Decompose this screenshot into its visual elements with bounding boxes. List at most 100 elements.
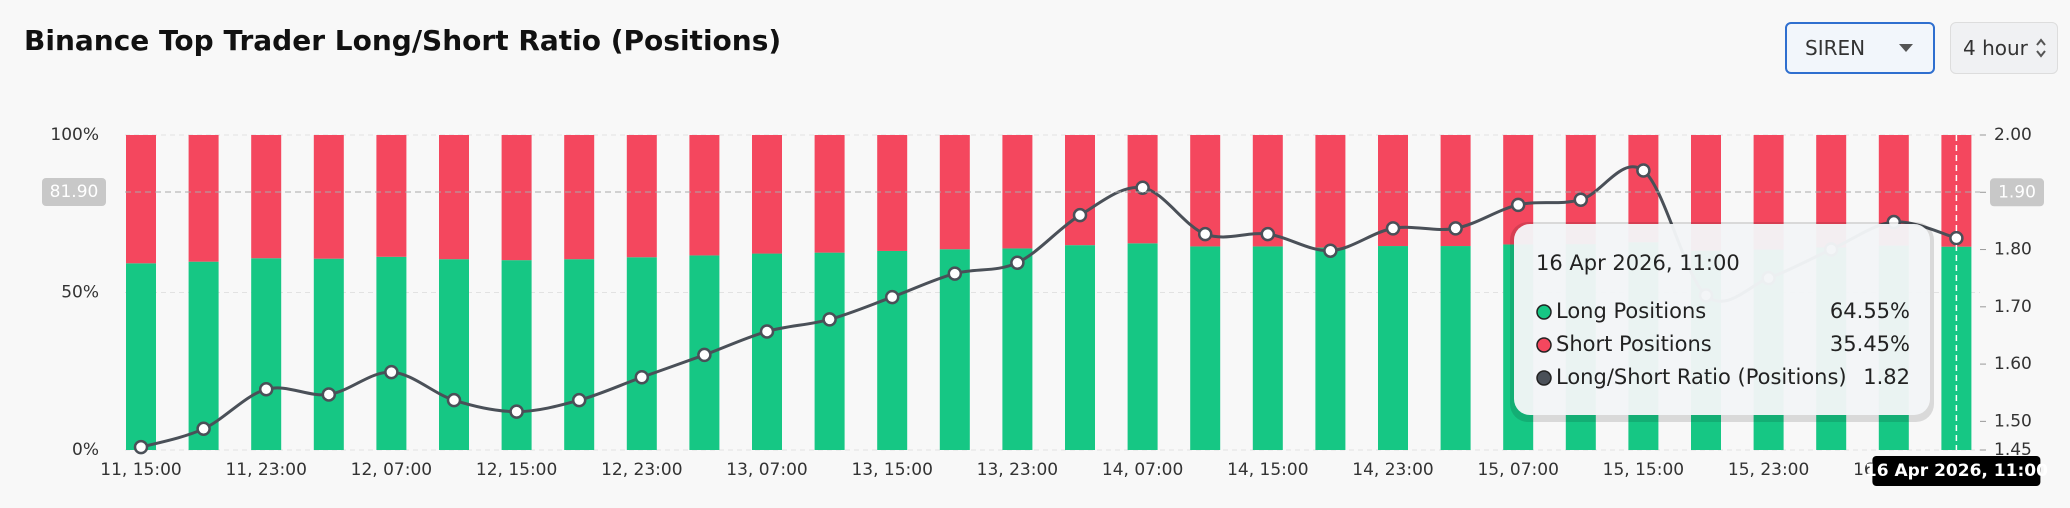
short-bar <box>1565 135 1596 245</box>
ratio-point <box>258 382 274 397</box>
long-bar <box>1628 242 1659 450</box>
ratio-point <box>384 364 399 380</box>
ratio-point <box>321 387 337 402</box>
x-tick-label: 12, 15:00 <box>476 460 557 480</box>
tooltip-value: 35.45% <box>1830 332 1910 356</box>
long-bar <box>501 260 532 450</box>
long-bar <box>1252 246 1283 450</box>
tooltip-series-name: Short Positions <box>1556 332 1712 356</box>
short-bar <box>439 135 469 260</box>
crosshair-y2-badge <box>1990 178 2044 207</box>
ratio-point <box>1323 243 1338 258</box>
long-bar <box>313 258 344 450</box>
x-tick-label: 14, 07:00 <box>1102 460 1183 480</box>
long-bar <box>564 259 595 450</box>
tooltip-shadow <box>1510 222 1934 422</box>
long-bar <box>752 253 782 450</box>
ratio-point <box>1010 255 1025 270</box>
ratio-point <box>1636 163 1651 178</box>
spinner-arrows <box>2036 38 2046 58</box>
page-title: Binance Top Trader Long/Short Ratio (Pos… <box>24 24 782 57</box>
long-bar <box>1002 248 1033 450</box>
short-bar <box>1816 135 1847 248</box>
short-bar <box>1315 135 1346 248</box>
y2-tick-label: 1.90 <box>1994 182 2032 202</box>
short-bar <box>1503 135 1534 245</box>
tooltip-swatch <box>1536 337 1552 353</box>
short-bar <box>1002 135 1033 249</box>
x-tick-label: 11, 23:00 <box>225 460 306 480</box>
short-bar <box>1753 135 1784 250</box>
x-tick-label: 13, 15:00 <box>851 460 932 480</box>
interval-select[interactable]: 4 hour <box>1950 22 2058 74</box>
short-bar <box>313 135 344 259</box>
long-bar <box>1941 246 1972 450</box>
ratio-point <box>759 324 775 339</box>
y-tick-label: 50% <box>61 283 99 303</box>
ratio-point <box>634 370 650 385</box>
long-bar <box>376 256 407 450</box>
x-tick-label: 15, 15:00 <box>1603 460 1684 480</box>
long-bar <box>1691 250 1721 450</box>
ratio-point <box>571 392 587 408</box>
long-bar <box>689 255 720 450</box>
long-bar <box>1503 244 1534 450</box>
short-bar <box>501 135 532 261</box>
tooltip-swatch <box>1536 370 1552 386</box>
long-bar <box>188 261 219 450</box>
short-bar <box>1190 135 1221 247</box>
ratio-point <box>697 347 712 363</box>
long-bar <box>1315 247 1346 450</box>
y-tick-label: 0% <box>72 440 99 460</box>
long-bar <box>251 258 282 450</box>
ratio-point <box>1448 221 1463 236</box>
x-tick-label: 15, 23:00 <box>1728 460 1809 480</box>
long-bar <box>439 259 469 450</box>
ratio-point <box>884 289 900 305</box>
ratio-point <box>1949 230 1964 246</box>
y2-tick-label: 1.50 <box>1994 411 2032 431</box>
long-bar <box>877 250 908 450</box>
y2-tick-label: 1.70 <box>1994 297 2032 317</box>
short-bar <box>1941 135 1972 247</box>
ratio-point <box>822 312 837 327</box>
symbol-select[interactable]: SIREN <box>1785 22 1935 74</box>
x-tick-label: 13, 07:00 <box>726 460 807 480</box>
long-bar <box>814 252 845 450</box>
dropdown-arrow <box>1899 44 1913 52</box>
tooltip-series-name: Long Positions <box>1556 299 1706 323</box>
short-bar <box>1691 135 1721 251</box>
long-bar <box>126 263 156 450</box>
x-tick-label: 12, 23:00 <box>601 460 682 480</box>
short-bar <box>689 135 720 256</box>
ratio-point <box>1761 270 1776 286</box>
crosshair-y2-label: 1.90 <box>1998 182 2036 202</box>
ratio-point <box>1573 192 1589 207</box>
y2-tick-label: 1.45 <box>1994 440 2032 460</box>
ratio-point <box>1260 226 1276 242</box>
ratio-point <box>1072 207 1088 223</box>
ratio-point <box>1510 197 1526 213</box>
x-tick-label: 13, 23:00 <box>977 460 1058 480</box>
ratio-point <box>1698 288 1714 303</box>
x-tick-label: 14, 23:00 <box>1352 460 1433 480</box>
y2-tick-label: 1.80 <box>1994 240 2032 260</box>
ratio-point <box>509 404 524 419</box>
long-bar <box>1816 247 1847 450</box>
x-tick-label: 15, 07:00 <box>1477 460 1558 480</box>
long-bar <box>1753 249 1784 450</box>
tooltip-series-name: Long/Short Ratio (Positions) <box>1556 365 1847 389</box>
short-bar <box>1878 135 1909 246</box>
x-tick-label: 14, 15:00 <box>1227 460 1308 480</box>
ratio-point <box>446 392 462 408</box>
tooltip-value: 64.55% <box>1830 299 1910 323</box>
crosshair-y-label: 81.90 <box>50 182 99 202</box>
long-bar <box>1565 244 1596 450</box>
short-bar <box>188 135 219 262</box>
x-tick-label: 16, 07:00 <box>1853 460 1934 480</box>
long-bar <box>626 257 657 450</box>
y2-tick-label: 1.60 <box>1994 354 2032 374</box>
ratio-point <box>133 439 149 455</box>
short-bar <box>877 135 908 251</box>
